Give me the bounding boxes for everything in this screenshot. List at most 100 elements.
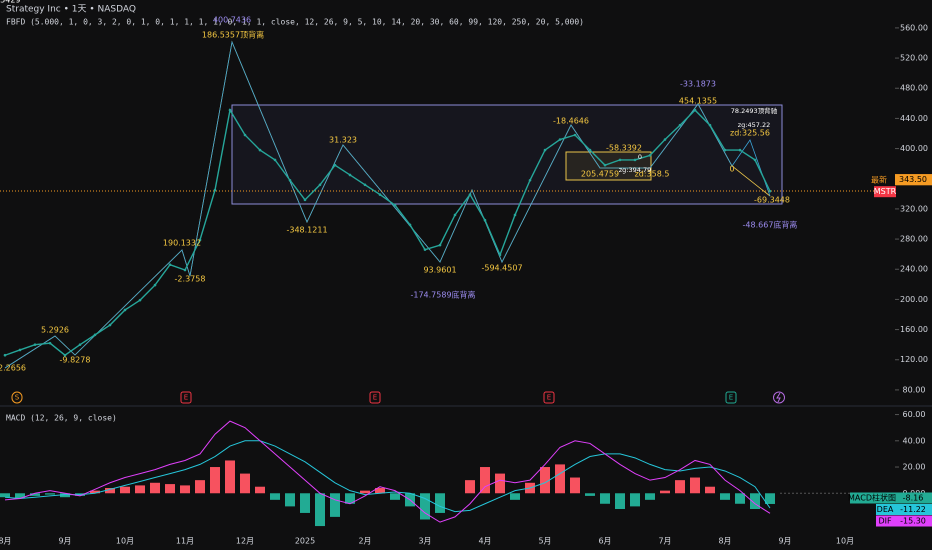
annotation: -594.4507 bbox=[481, 264, 522, 273]
event-label: S bbox=[15, 394, 20, 402]
macd-bar bbox=[315, 493, 325, 527]
macd-bar bbox=[300, 493, 310, 513]
price-box bbox=[895, 174, 932, 186]
price-point bbox=[318, 183, 322, 187]
annotation: 454.1355 bbox=[679, 97, 717, 106]
price-point bbox=[48, 341, 52, 345]
annotation: -33.1873 bbox=[680, 80, 716, 89]
y-tick-label: 200.00 bbox=[900, 295, 928, 304]
price-point bbox=[408, 223, 412, 227]
price-point bbox=[378, 193, 382, 196]
price-point bbox=[738, 148, 742, 152]
price-point bbox=[528, 178, 532, 182]
event-label: E bbox=[729, 394, 733, 402]
legend-name: MACD柱状图 bbox=[848, 493, 896, 503]
price-point bbox=[363, 183, 367, 187]
y-tick-label: 440.00 bbox=[900, 114, 928, 123]
macd-bar bbox=[585, 493, 595, 496]
event-badge bbox=[543, 391, 555, 404]
symbol-box bbox=[874, 186, 896, 198]
price-point bbox=[33, 343, 37, 346]
macd-bar bbox=[390, 493, 400, 500]
price-point bbox=[438, 243, 442, 247]
macd-bar bbox=[255, 486, 265, 494]
x-tick-label: 11月 bbox=[176, 537, 194, 546]
macd-bar bbox=[480, 467, 490, 494]
macd-bar bbox=[465, 480, 475, 494]
macd-bar bbox=[615, 493, 625, 510]
price-point bbox=[258, 148, 262, 152]
annotation: -18.4646 bbox=[553, 117, 589, 126]
price-point bbox=[123, 308, 127, 312]
legend-name-box bbox=[876, 515, 895, 527]
price-point bbox=[108, 323, 112, 327]
macd-bar bbox=[270, 493, 280, 500]
annotation: 400.7436 bbox=[213, 16, 251, 25]
price-point bbox=[483, 218, 487, 222]
y-tick-label: 120.00 bbox=[900, 355, 928, 364]
macd-bar bbox=[135, 485, 145, 494]
price-point bbox=[153, 283, 157, 287]
macd-bar bbox=[660, 490, 670, 494]
annotation: zg:394.79 bbox=[619, 166, 651, 174]
macd-bar bbox=[675, 480, 685, 494]
legend-value-box bbox=[895, 492, 932, 504]
macd-title: MACD (12, 26, 9, close) bbox=[6, 414, 117, 423]
macd-bar bbox=[570, 477, 580, 494]
price-point bbox=[603, 163, 607, 167]
annotation: -2.3758 bbox=[175, 275, 206, 284]
price-point bbox=[468, 193, 472, 196]
macd-bar bbox=[285, 493, 295, 507]
macd-bar bbox=[30, 493, 40, 496]
macd-bar bbox=[435, 493, 445, 513]
x-tick-label: 10月 bbox=[836, 537, 854, 546]
annotation: -48.667底背离 bbox=[743, 220, 798, 230]
macd-bar bbox=[645, 493, 655, 500]
price-point bbox=[558, 138, 562, 141]
x-tick-label: 8月 bbox=[718, 537, 731, 546]
x-tick-label: 5月 bbox=[538, 537, 551, 546]
annotation: -9.8278 bbox=[60, 356, 91, 365]
price-point bbox=[678, 123, 682, 127]
price-point bbox=[663, 138, 667, 141]
price-point bbox=[333, 163, 337, 167]
macd-bar bbox=[240, 473, 250, 494]
macd-bar bbox=[750, 493, 760, 510]
macd-bar bbox=[45, 493, 55, 495]
event-badge bbox=[180, 391, 192, 404]
macd-bar bbox=[225, 460, 235, 494]
legend-value-box bbox=[895, 515, 932, 527]
macd-bar bbox=[360, 490, 370, 494]
price-point bbox=[768, 189, 772, 193]
macd-bar bbox=[540, 467, 550, 494]
price-point bbox=[543, 148, 547, 152]
macd-bar bbox=[375, 488, 385, 494]
macd-bar bbox=[720, 493, 730, 500]
macd-bar bbox=[690, 477, 700, 494]
legend-value: -15.30 bbox=[900, 517, 926, 526]
event-label: E bbox=[184, 394, 188, 402]
y-tick-label: 520.00 bbox=[900, 54, 928, 63]
legend-value-box bbox=[895, 504, 932, 515]
x-tick-label: 6月 bbox=[598, 537, 611, 546]
x-tick-label: 9月 bbox=[58, 537, 71, 546]
annotation: -169.3429 bbox=[0, 0, 21, 5]
macd-bar bbox=[60, 493, 70, 498]
macd-bar bbox=[90, 490, 100, 494]
macd-bar bbox=[15, 493, 25, 499]
macd-bar bbox=[180, 485, 190, 494]
price-point bbox=[693, 108, 697, 112]
indicator-title: FBFD (5.000, 1, 0, 3, 2, 0, 1, 0, 1, 1, … bbox=[6, 18, 584, 27]
x-tick-label: 2025 bbox=[295, 537, 315, 546]
price-point bbox=[723, 148, 727, 152]
macd-bar bbox=[150, 482, 160, 494]
x-tick-label: 4月 bbox=[478, 537, 491, 546]
macd-bar bbox=[195, 480, 205, 494]
macd-bar bbox=[765, 493, 775, 504]
annotation: zg:457.22 bbox=[738, 121, 770, 129]
annotation: zd:325.56 bbox=[730, 129, 770, 138]
annotation: -58.3392 bbox=[606, 144, 642, 153]
price-point bbox=[708, 123, 712, 127]
